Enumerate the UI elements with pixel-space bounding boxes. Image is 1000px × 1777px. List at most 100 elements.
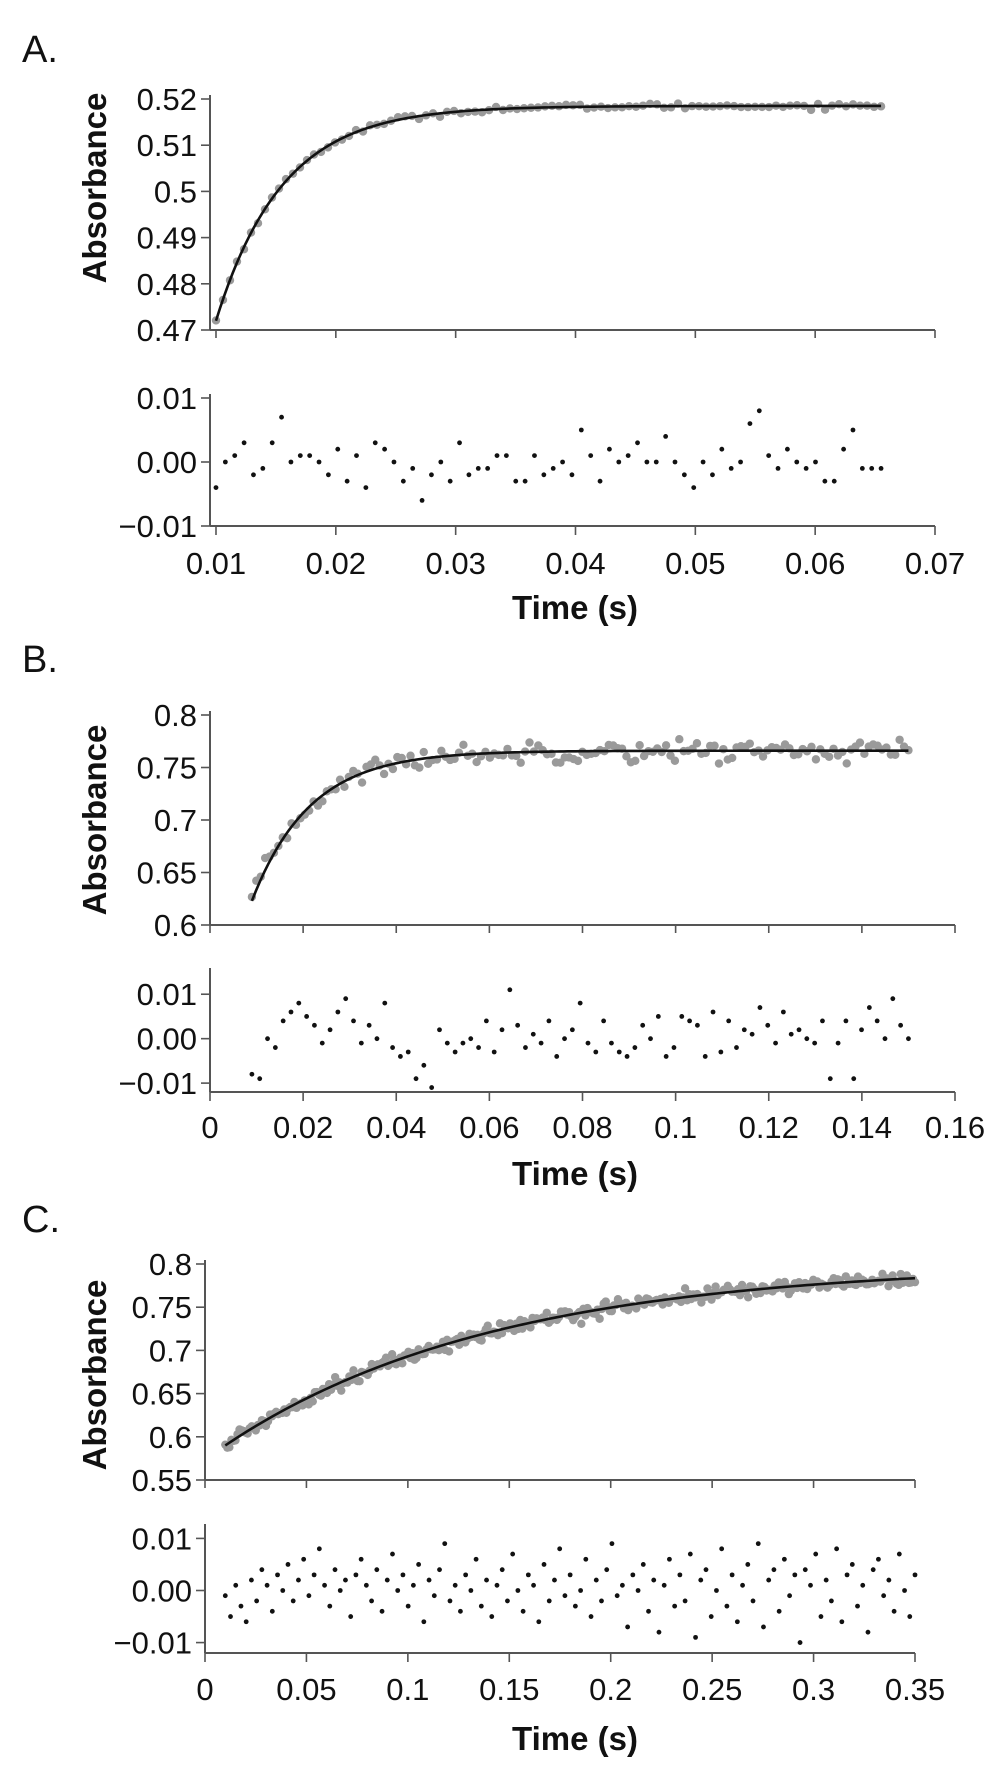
panel-c-label: C.	[22, 1199, 60, 1241]
panel-c-data-point	[577, 1319, 586, 1329]
panel-a-residual-point	[457, 440, 462, 446]
panel-b-x-tick-label: 0.08	[552, 1110, 612, 1145]
panel-a-x-tick-label: 0.04	[545, 546, 605, 581]
panel-c-residual-point	[353, 1572, 359, 1578]
panel-a-residual-y-tick-label: −0.01	[119, 509, 197, 544]
panel-c-residual-point	[677, 1572, 683, 1578]
panel-a-residual-point	[803, 466, 809, 471]
panel-b-residual-point	[476, 1045, 481, 1050]
panel-c-residual-point	[896, 1551, 902, 1557]
panel-c-residual-point	[593, 1577, 599, 1583]
panel-b-data-point	[397, 753, 406, 763]
panel-c-residual-point	[886, 1577, 892, 1583]
panel-b-residual-point	[601, 1018, 607, 1024]
panel-b-residual-point	[616, 1049, 622, 1055]
panel-b-residual-point	[437, 1027, 442, 1033]
panel-b-data-point	[472, 757, 481, 767]
panel-a-residual-point	[279, 414, 284, 420]
panel-c-y-tick-label: 0.6	[149, 1420, 192, 1455]
panel-b-residual-point	[530, 1031, 536, 1037]
panel-c-residual-point	[280, 1588, 286, 1593]
panel-b-xlabel: Time (s)	[512, 1155, 638, 1192]
panel-a-y-tick-label: 0.48	[137, 267, 197, 302]
panel-a-residual-point	[663, 434, 669, 439]
panel-b-data-point	[406, 751, 415, 760]
panel-c-residual-point	[661, 1582, 667, 1588]
panel-b-y-tick-label: 0.8	[154, 698, 197, 733]
panel-c-residual-point	[787, 1593, 792, 1599]
panel-c-residual-point	[829, 1598, 834, 1604]
panel-b-residual-point	[483, 1018, 489, 1024]
panel-c-x-tick-label: 0.15	[479, 1672, 539, 1707]
panel-b-residual-point	[851, 1076, 857, 1082]
panel-c-residual-point	[290, 1598, 296, 1604]
panel-c-residual-point	[238, 1603, 244, 1609]
panel-c-residual-point	[687, 1551, 693, 1557]
panel-c-residual-point	[578, 1588, 583, 1593]
panel-c-residual-point	[599, 1598, 604, 1604]
panel-c-residual-point	[881, 1593, 887, 1599]
panel-a-residual-point	[532, 453, 537, 458]
panel-c-residual-point	[604, 1567, 610, 1573]
panel-b-residual-point	[671, 1045, 677, 1050]
panel-b-residual-point	[773, 1040, 778, 1046]
panel-b-residual-point	[640, 1022, 646, 1028]
panel-c-residual-point	[693, 1634, 698, 1640]
panel-a-residual-point	[719, 446, 725, 452]
panel-b-residual-point	[906, 1036, 911, 1042]
panel-b-y-tick-label: 0.65	[137, 856, 197, 891]
panel-c-residual-point	[369, 1598, 374, 1604]
panel-c-residual-point	[525, 1572, 531, 1578]
panel-c-residual-point	[907, 1614, 913, 1619]
panel-c-residual-point	[233, 1582, 239, 1588]
panel-b-x-tick-label: 0.12	[739, 1110, 799, 1145]
panel-b-residual-point	[788, 1031, 794, 1037]
panel-b-residual-point	[562, 1036, 567, 1042]
panel-c-residual-point	[802, 1567, 808, 1573]
panel-b-residual-point	[866, 1005, 872, 1010]
panel-b-residual-point	[859, 1027, 864, 1033]
panel-c-residual-point	[337, 1588, 343, 1593]
panel-a-residual-point	[560, 459, 565, 465]
panel-c-residual-point	[384, 1577, 390, 1583]
panel-a-residual-point	[297, 453, 303, 458]
panel-c-residual-point	[374, 1567, 380, 1573]
panel-a-residual-point	[410, 466, 416, 471]
panel-c-data-point	[477, 1336, 486, 1345]
panel-c-residual-point	[651, 1577, 657, 1583]
panel-c-residual-point	[437, 1567, 442, 1573]
panel-c-residual-point	[625, 1624, 631, 1630]
panel-b-residual-point	[765, 1022, 771, 1028]
panel-c-residual-point	[499, 1567, 505, 1573]
panel-c-residual-point	[640, 1562, 646, 1567]
panel-c-data-point	[595, 1314, 604, 1323]
panel-b-residual-point	[702, 1054, 708, 1059]
panel-a-y-tick-label: 0.51	[137, 128, 197, 163]
panel-c-residual-point	[322, 1582, 327, 1588]
panel-b-residual-point	[304, 1014, 310, 1019]
panel-c-residual-point	[902, 1588, 907, 1593]
panel-a-residual-point	[391, 459, 397, 465]
panel-a-residual-point	[794, 459, 800, 465]
panel-c-residual-point	[724, 1603, 730, 1609]
panel-a-residual-point	[241, 440, 247, 446]
panel-c-residual-point	[567, 1572, 573, 1578]
panel-c-residual-point	[478, 1603, 484, 1609]
panel-a-residual-point	[522, 478, 528, 484]
panel-b-residual-point	[710, 1009, 716, 1015]
panel-c-main-plot: 0.55 0.6 0.65 0.7 0.75 0.8	[132, 1247, 920, 1498]
panel-b-residual-point	[398, 1054, 403, 1059]
panel-a-xlabel: Time (s)	[512, 589, 638, 626]
panel-c-residual-point	[447, 1598, 453, 1604]
panel-c-x-tick-label: 0.05	[276, 1672, 336, 1707]
panel-c-residual-point	[860, 1582, 866, 1588]
panel-c-data-point	[497, 1329, 507, 1338]
panel-b-residual-point	[554, 1054, 560, 1059]
panel-c-residual-point	[745, 1562, 751, 1567]
panel-c-residual-point	[285, 1562, 291, 1567]
panel-c-residual-point	[505, 1598, 510, 1604]
panel-a-x-tick-label: 0.01	[186, 546, 246, 581]
panel-b-data-point	[635, 740, 644, 750]
panel-b-residual-point	[898, 1022, 904, 1028]
panel-c-data-point	[349, 1366, 358, 1375]
